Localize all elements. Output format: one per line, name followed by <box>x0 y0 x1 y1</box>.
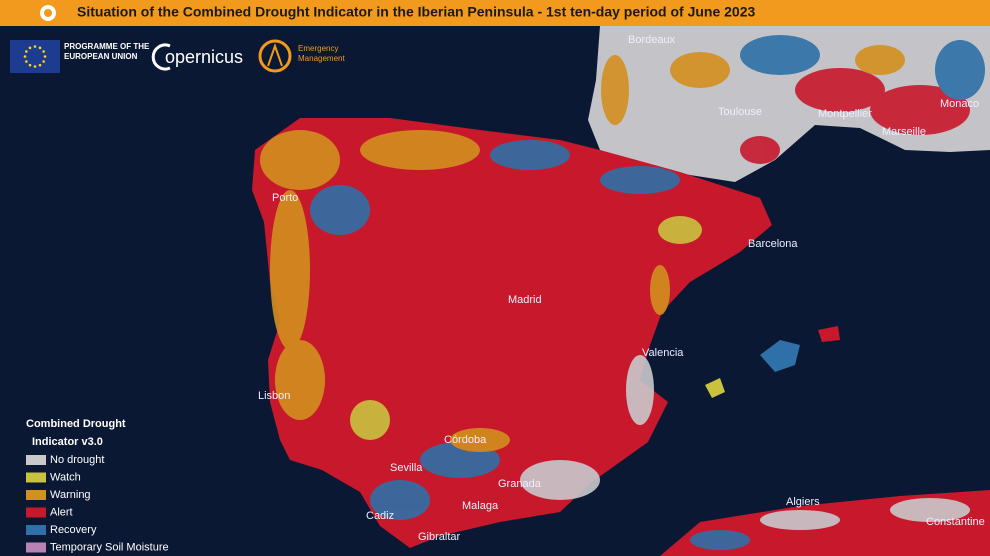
legend-swatch <box>26 472 46 483</box>
legend-title: Indicator v3.0 <box>32 436 103 448</box>
legend-swatch <box>26 507 46 518</box>
legend-title: Combined Drought <box>26 418 126 430</box>
legend-swatch <box>26 490 46 500</box>
ems-logo <box>258 39 292 73</box>
city-label: Montpellier <box>818 108 872 120</box>
city-label: Malaga <box>462 500 499 512</box>
city-label: Marseille <box>882 126 926 138</box>
title-bar <box>0 0 990 26</box>
eu-star <box>25 60 28 63</box>
legend-label: Recovery <box>50 524 97 536</box>
city-label: Barcelona <box>748 238 798 250</box>
city-label: Monaco <box>940 98 979 110</box>
eu-star <box>28 63 32 67</box>
eu-star <box>28 46 32 50</box>
eu-star <box>33 45 37 48</box>
city-label: Lisbon <box>258 390 290 402</box>
city-label: Porto <box>272 192 298 204</box>
iberia-patches <box>260 130 702 520</box>
ibiza <box>705 378 725 398</box>
eu-star <box>38 46 42 50</box>
legend-swatch <box>26 542 46 553</box>
eu-flag <box>10 40 60 73</box>
city-label: Bordeaux <box>628 34 676 46</box>
ems-logo-mark <box>267 42 283 67</box>
city-label: Córdoba <box>444 434 487 446</box>
eu-star <box>33 65 37 68</box>
legend-label: Warning <box>50 489 91 501</box>
city-label: Gibraltar <box>418 531 461 543</box>
eu-text-box: PROGRAMME OF THE EUROPEAN UNION <box>64 42 150 61</box>
eu-star <box>25 50 28 53</box>
city-label: Sevilla <box>390 462 423 474</box>
legend-label: No drought <box>50 454 104 466</box>
city-label: Algiers <box>786 496 820 508</box>
legend-swatch <box>26 455 46 465</box>
eu-stars <box>23 45 47 68</box>
eu-text: PROGRAMME OF THE EUROPEAN UNION <box>64 42 150 61</box>
iberia <box>252 118 772 548</box>
city-label: Granada <box>498 478 542 490</box>
legend-label: Temporary Soil Moisture <box>50 541 169 553</box>
legend-label: Watch <box>50 471 81 483</box>
city-label: Madrid <box>508 294 542 306</box>
city-label: Valencia <box>642 347 684 359</box>
menorca <box>818 326 840 342</box>
ems-text-box: Emergency Management <box>298 44 345 63</box>
eu-star <box>43 55 47 58</box>
copernicus-text: opernicus <box>165 47 243 67</box>
ems-text: Emergency Management <box>298 44 345 63</box>
eu-star <box>42 60 45 63</box>
eu-star <box>38 63 42 67</box>
copernicus-c <box>151 43 171 71</box>
legend: No drought Watch Warning Alert Recovery Tempo… <box>26 454 169 553</box>
title-icon-dot <box>44 9 52 17</box>
france-patches <box>601 35 985 164</box>
city-label: Constantine <box>926 516 985 528</box>
legend-swatch <box>26 525 46 535</box>
mallorca <box>760 340 800 372</box>
city-label: Cadiz <box>366 510 394 522</box>
eu-star <box>23 55 27 58</box>
city-label: Toulouse <box>718 106 762 118</box>
africa-patches <box>690 498 970 550</box>
city-labels: Bordeaux Toulouse Montpellier Marseille Mona… <box>258 34 985 543</box>
eu-star <box>42 50 45 53</box>
title: Situation of the Combined Drought Indica… <box>77 4 756 20</box>
legend-label: Alert <box>50 506 73 518</box>
